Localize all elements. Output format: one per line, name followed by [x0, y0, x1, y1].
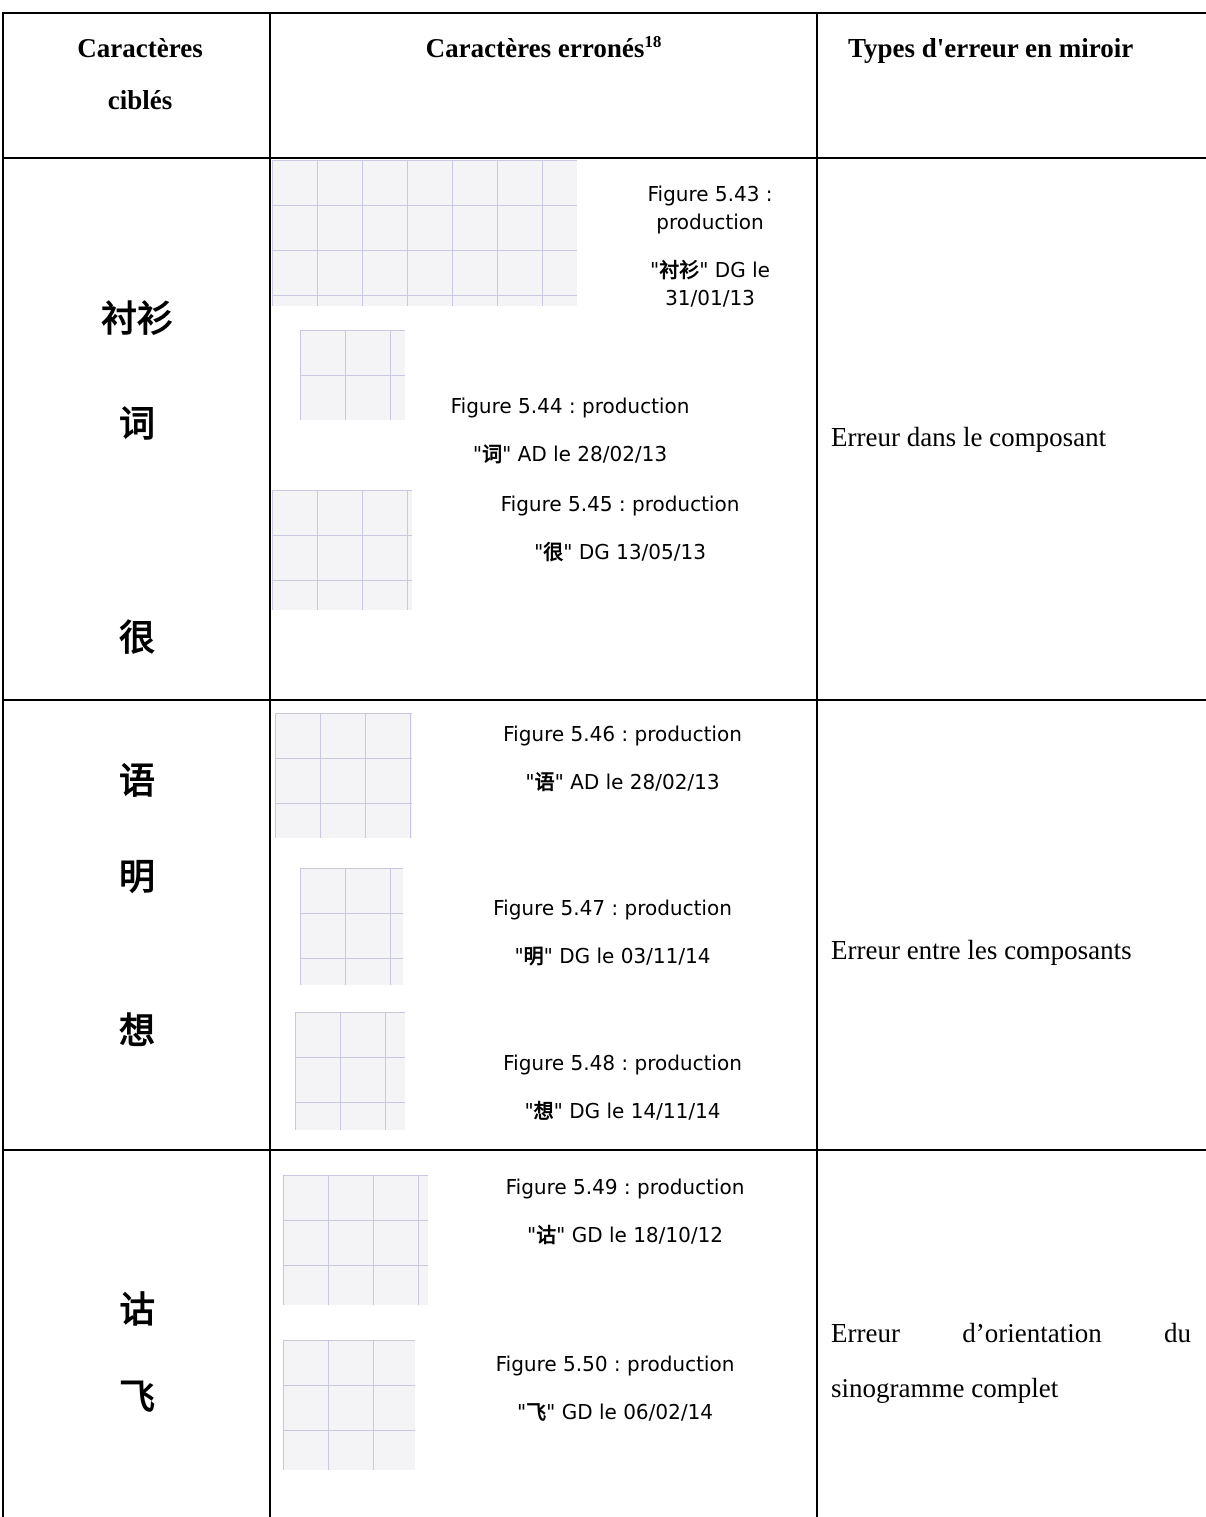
figure-char: 很 [543, 540, 564, 564]
target-char: 语 [118, 761, 155, 802]
rule [269, 12, 271, 1517]
figure-source: "想" DG le 14/11/14 [470, 1097, 775, 1125]
figure-label: Figure 5.44 : production [450, 394, 690, 418]
header-errors-text: Caractères erronés [425, 33, 645, 63]
target-char: 明 [118, 857, 155, 898]
figure-label: Figure 5.47 : production [493, 896, 732, 920]
handwriting-image [283, 1175, 428, 1305]
rule [2, 12, 4, 1517]
figure-source: "词" AD le 28/02/13 [420, 440, 720, 468]
figure-source: "明" DG le 03/11/14 [460, 942, 765, 970]
figure-text: " GD le 18/10/12 [556, 1223, 724, 1247]
figure-char: 明 [523, 944, 544, 968]
figure-text: " GD le 06/02/14 [546, 1400, 714, 1424]
figure-source: "很" DG 13/05/13 [470, 538, 770, 566]
target-char: 诂 [118, 1290, 155, 1331]
figure-text: " [516, 1400, 527, 1424]
rule [2, 1149, 1206, 1151]
figure-caption: Figure 5.45 : production "很" DG 13/05/13 [470, 490, 770, 566]
figure-text: " [514, 944, 524, 968]
figure-text: " [525, 770, 535, 794]
rule [2, 157, 1206, 159]
figure-text: " DG le 31/01/13 [665, 258, 770, 310]
rule [2, 12, 1206, 14]
figure-text: " [524, 1099, 534, 1123]
figure-text: " [526, 1223, 537, 1247]
figure-char: 语 [534, 770, 555, 794]
figure-caption: Figure 5.46 : production "语" AD le 28/02/… [470, 720, 775, 796]
figure-text: " DG le 03/11/14 [543, 944, 711, 968]
figure-text: " [534, 540, 544, 564]
figure-source: "飞" GD le 06/02/14 [460, 1398, 770, 1426]
figure-char: 飞 [526, 1400, 547, 1424]
figure-caption: Figure 5.49 : production "诂" GD le 18/10/… [470, 1173, 780, 1249]
target-char: 想 [118, 1011, 155, 1052]
figure-text: " DG le 14/11/14 [553, 1099, 721, 1123]
figure-source: "语" AD le 28/02/13 [470, 768, 775, 796]
figure-caption: Figure 5.43 : production "衬衫" DG le 31/01… [630, 180, 790, 312]
figure-caption: Figure 5.48 : production "想" DG le 14/11/… [470, 1049, 775, 1125]
handwriting-image [272, 490, 412, 610]
figure-source: "衬衫" DG le 31/01/13 [630, 256, 790, 312]
figure-caption: Figure 5.44 : production "词" AD le 28/02/… [420, 392, 720, 468]
figure-char: 词 [482, 442, 503, 466]
header-type: Types d'erreur en miroir [848, 33, 1134, 63]
target-char: 飞 [118, 1377, 155, 1418]
figure-label: Figure 5.49 : production [505, 1175, 745, 1199]
rule [2, 699, 1206, 701]
figure-source: "诂" GD le 18/10/12 [470, 1221, 780, 1249]
handwriting-image [300, 330, 405, 420]
figure-label: Figure 5.50 : production [495, 1352, 735, 1376]
figure-caption: Figure 5.47 : production "明" DG le 03/11/… [460, 894, 765, 970]
target-char: 词 [118, 404, 155, 445]
error-type: Erreur entre les composants [831, 935, 1132, 965]
figure-text: " AD le 28/02/13 [554, 770, 720, 794]
target-char: 很 [118, 618, 155, 659]
figure-caption: Figure 5.50 : production "飞" GD le 06/02/… [460, 1350, 770, 1426]
figure-text: " [472, 442, 483, 466]
figure-label: Figure 5.46 : production [503, 722, 742, 746]
error-type: Erreur d’orientation du sinogramme compl… [831, 1318, 1191, 1403]
figure-text: " DG 13/05/13 [563, 540, 706, 564]
header-errors: Caractères erronés18 [271, 22, 816, 74]
handwriting-image [295, 1012, 405, 1130]
figure-char: 想 [533, 1099, 554, 1123]
header-target: Caractères ciblés [77, 33, 203, 115]
handwriting-image [275, 713, 412, 838]
footnote: 18 [644, 32, 662, 51]
rule [816, 12, 818, 1517]
figure-text: " AD le 28/02/13 [502, 442, 668, 466]
handwriting-image [283, 1340, 415, 1470]
handwriting-image [300, 868, 403, 985]
handwriting-image [272, 160, 577, 306]
figure-label: Figure 5.43 : production [647, 182, 773, 234]
figure-label: Figure 5.48 : production [503, 1051, 742, 1075]
figure-text: " [650, 258, 660, 282]
error-type: Erreur dans le composant [831, 422, 1107, 452]
target-char: 衬衫 [100, 299, 173, 340]
figure-label: Figure 5.45 : production [500, 492, 740, 516]
figure-char: 诂 [536, 1223, 557, 1247]
figure-char: 衬衫 [659, 258, 700, 282]
